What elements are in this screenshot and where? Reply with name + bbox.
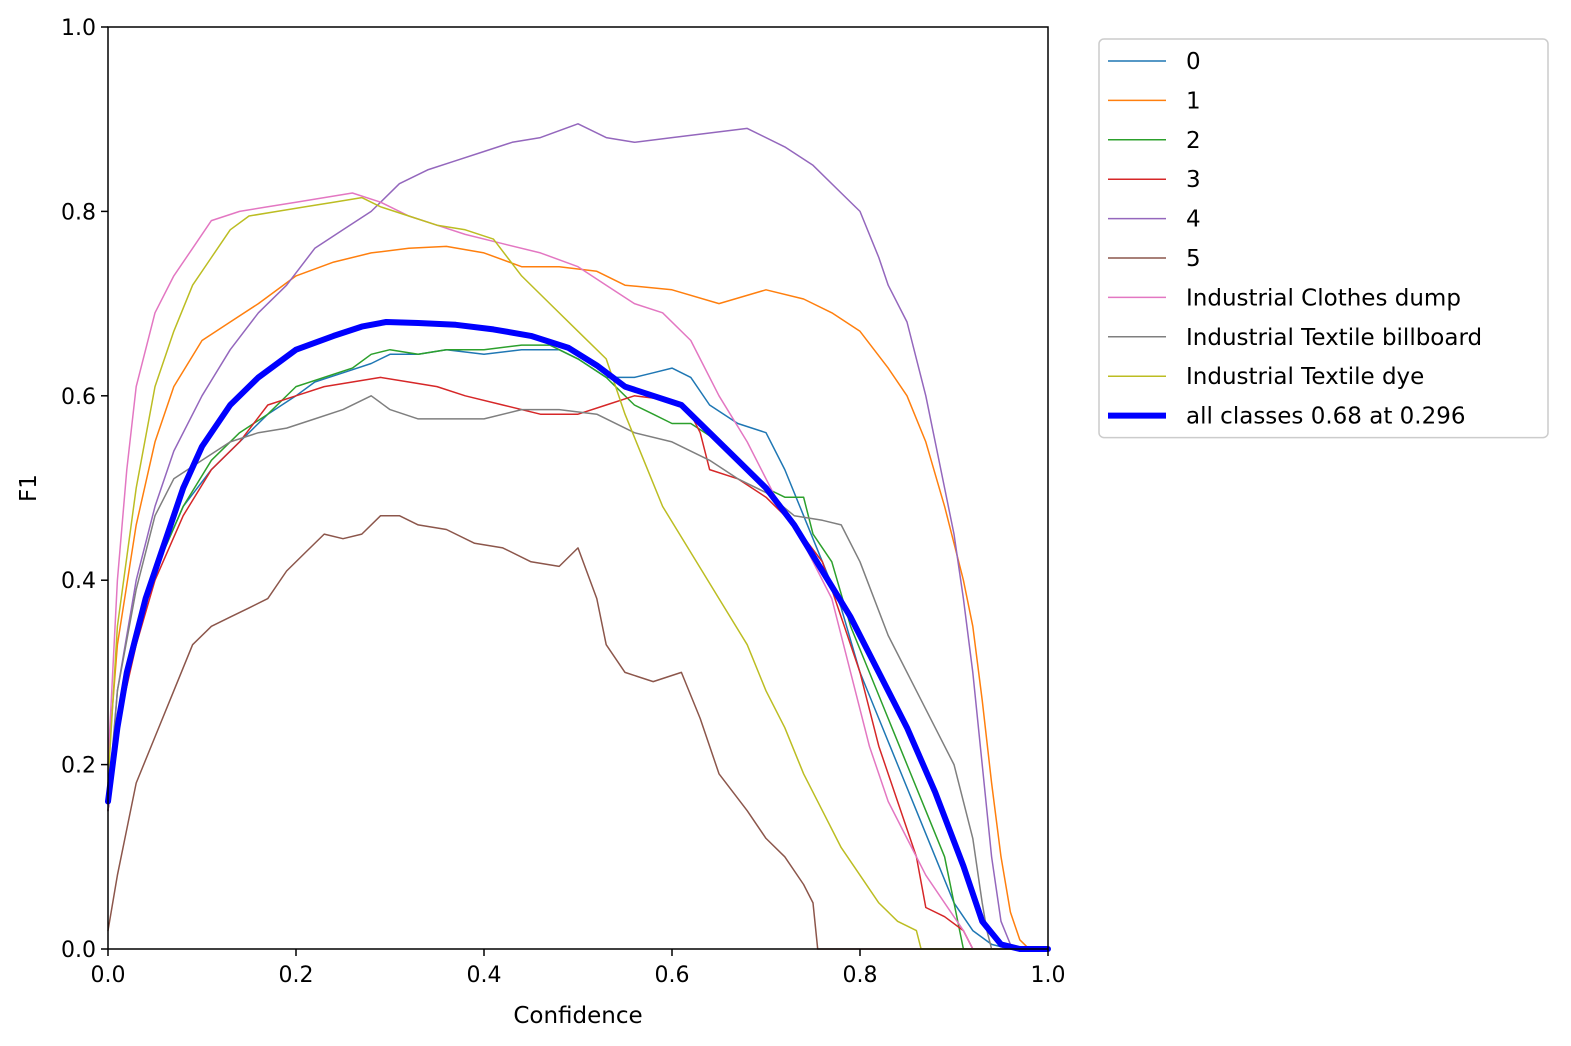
legend-label: Industrial Textile dye: [1186, 364, 1424, 390]
axis-ticks: 0.0 0.2 0.4 0.6 0.8 1.0 0.0 0.2 0.4 0.6 0.8 1.0: [61, 16, 1066, 988]
series-line-4: [107, 123, 1049, 950]
x-tick-label: 0.0: [91, 963, 126, 988]
legend-label: 2: [1186, 128, 1201, 154]
series-line-3: [107, 376, 1049, 950]
legend-label: Industrial Textile billboard: [1186, 325, 1482, 351]
x-tick-label: 0.2: [279, 963, 314, 988]
x-tick-label: 0.6: [655, 963, 690, 988]
y-tick-label: 0.4: [61, 569, 96, 594]
legend-label: 3: [1186, 167, 1201, 193]
series-line-8: [107, 196, 1049, 950]
axes-frame: [107, 26, 1049, 950]
x-tick-label: 1.0: [1031, 963, 1066, 988]
legend-label: 4: [1186, 207, 1201, 233]
x-tick-label: 0.4: [467, 963, 502, 988]
series-line-9: [105, 319, 1051, 952]
series-line-7: [107, 395, 1049, 950]
x-axis-title: Confidence: [513, 1003, 642, 1029]
series-line-6: [107, 192, 1049, 950]
legend-label: 1: [1186, 88, 1201, 114]
plot-area: [105, 123, 1051, 952]
y-axis-title: F1: [16, 474, 42, 502]
legend-label: 5: [1186, 246, 1201, 272]
series-line-0: [107, 348, 1049, 950]
series-line-1: [107, 245, 1049, 950]
legend-box: [1098, 38, 1549, 439]
legend-label: Industrial Clothes dump: [1186, 285, 1461, 311]
legend-label: 0: [1186, 49, 1201, 75]
y-tick-label: 1.0: [61, 16, 96, 41]
series-line-5: [107, 514, 1049, 950]
y-tick-label: 0.0: [61, 938, 96, 963]
y-tick-label: 0.6: [61, 385, 96, 410]
x-tick-label: 0.8: [843, 963, 878, 988]
legend: 0 1 2 3 4 5 Industrial Clothes dump Industrial …: [1098, 38, 1549, 439]
y-tick-label: 0.8: [61, 200, 96, 225]
y-tick-label: 0.2: [61, 754, 96, 779]
legend-label: all classes 0.68 at 0.296: [1186, 404, 1466, 430]
